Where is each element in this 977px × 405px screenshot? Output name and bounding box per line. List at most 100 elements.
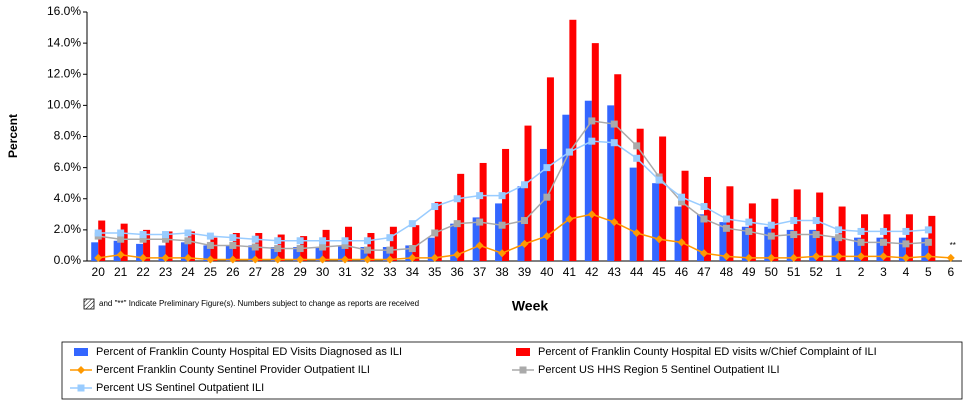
bar	[719, 222, 727, 261]
x-tick-label: 1	[835, 265, 842, 279]
line-marker	[228, 255, 237, 264]
line-marker	[139, 235, 147, 243]
line-marker	[386, 234, 394, 242]
bar	[158, 245, 166, 261]
x-tick-label: 44	[630, 265, 644, 279]
hatch-icon	[83, 298, 95, 310]
bar	[607, 105, 615, 261]
line-marker	[610, 120, 618, 128]
x-tick-label: 5	[925, 265, 932, 279]
y-tick-label: 0.0%	[54, 253, 82, 267]
line-marker	[857, 252, 866, 261]
line-marker	[498, 221, 506, 229]
line-marker	[117, 235, 125, 243]
line-marker	[430, 253, 439, 262]
line-marker	[274, 237, 282, 245]
x-tick-label: 21	[114, 265, 128, 279]
line-marker	[655, 235, 664, 244]
line-marker	[767, 221, 775, 229]
x-tick-label: 38	[495, 265, 509, 279]
line-marker	[94, 229, 102, 237]
line-marker	[139, 231, 147, 239]
bar	[614, 74, 622, 261]
legend-label: Percent Franklin County Sentinel Provide…	[96, 364, 370, 376]
y-tick-label: 12.0%	[47, 66, 81, 80]
bar	[562, 114, 570, 262]
bar	[293, 246, 301, 261]
line-marker	[319, 237, 327, 245]
bar	[786, 229, 794, 261]
legend-label: Percent US Sentinel Outpatient ILI	[96, 382, 264, 394]
bar	[681, 170, 689, 261]
line-marker	[498, 192, 506, 200]
line-marker	[924, 238, 932, 246]
bar	[652, 183, 660, 261]
line-marker	[431, 203, 439, 211]
legend-label: Percent of Franklin County Hospital ED v…	[538, 346, 877, 358]
line-marker	[700, 215, 708, 223]
line-marker	[744, 253, 753, 262]
line-marker	[835, 234, 843, 242]
line-marker	[431, 229, 439, 237]
y-axis-label: Percent	[6, 114, 20, 158]
bar	[270, 246, 278, 261]
line-marker	[161, 253, 170, 262]
bar	[180, 242, 188, 261]
line-marker	[274, 245, 282, 253]
x-tick-label: 3	[880, 265, 887, 279]
x-tick-label: 26	[226, 265, 240, 279]
legend-label: Percent of Franklin County Hospital ED V…	[96, 346, 402, 358]
bar	[495, 203, 503, 261]
bar	[338, 245, 346, 261]
bar	[143, 229, 151, 261]
line-marker	[902, 240, 910, 248]
x-axis-label: Week	[512, 298, 549, 314]
bar	[764, 226, 772, 261]
legend-swatch	[74, 348, 88, 356]
line-marker	[453, 250, 462, 259]
x-tick-label: 24	[181, 265, 195, 279]
line	[98, 140, 929, 242]
x-tick-label: 30	[316, 265, 330, 279]
x-tick-label: 35	[428, 265, 442, 279]
line-marker	[678, 198, 686, 206]
line-marker	[385, 255, 394, 264]
bar	[838, 206, 846, 261]
bar	[629, 167, 637, 261]
x-tick-label: 25	[204, 265, 218, 279]
line-marker	[700, 203, 708, 211]
bar	[674, 206, 682, 261]
line-marker	[363, 246, 371, 254]
x-tick-label: 43	[608, 265, 622, 279]
bar	[427, 237, 435, 261]
line-marker	[206, 232, 214, 240]
line-marker	[542, 232, 551, 241]
line-marker	[296, 237, 304, 245]
line-marker	[116, 250, 125, 259]
line-marker	[476, 218, 484, 226]
line-marker	[632, 228, 641, 237]
line-marker	[319, 243, 327, 251]
bar	[315, 246, 323, 261]
x-tick-label: 48	[720, 265, 734, 279]
line-marker	[251, 243, 259, 251]
line-marker	[812, 217, 820, 225]
line-marker	[296, 245, 304, 253]
line-marker	[498, 249, 507, 258]
line-marker	[633, 154, 641, 162]
bar	[113, 240, 121, 261]
line-marker	[162, 231, 170, 239]
x-tick-label: 27	[249, 265, 263, 279]
bar	[187, 231, 195, 261]
x-tick-label: 31	[338, 265, 352, 279]
legend-swatch	[516, 348, 530, 356]
bar	[98, 220, 106, 261]
x-tick-label: 37	[473, 265, 487, 279]
y-tick-label: 2.0%	[54, 222, 82, 236]
legend-box	[61, 341, 963, 400]
x-tick-label: 49	[742, 265, 756, 279]
line	[98, 120, 929, 251]
x-tick-label: 4	[903, 265, 910, 279]
line-marker	[835, 226, 843, 234]
